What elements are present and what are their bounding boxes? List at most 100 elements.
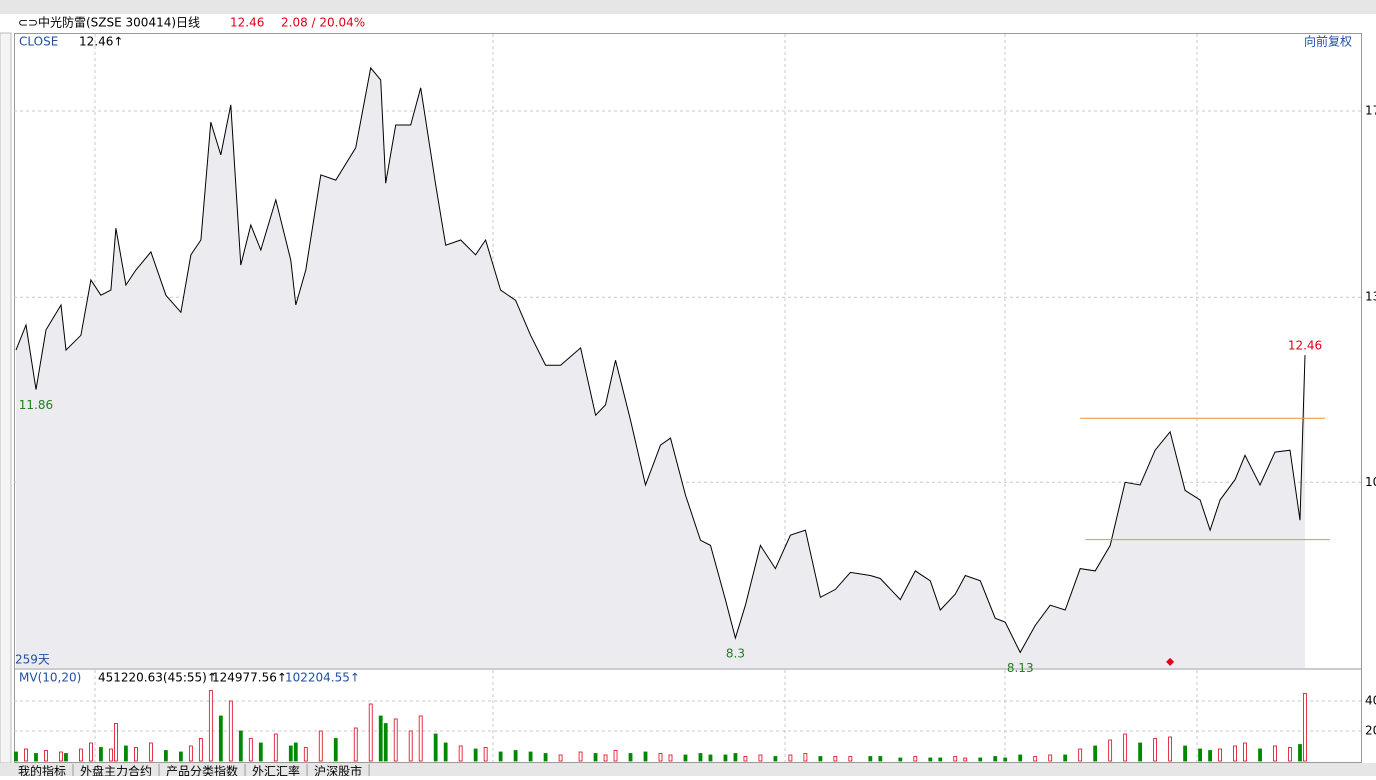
volume-bar: [498, 751, 503, 762]
volume-bar: [288, 745, 293, 762]
volume-bar: [963, 757, 968, 762]
stock-name[interactable]: 中光防雷(SZSE 300414): [38, 15, 176, 30]
volume-bar: [1208, 750, 1212, 762]
volume-bar: [743, 756, 748, 762]
volume-bar: [818, 756, 823, 762]
volume-bar: [543, 753, 548, 762]
volume-bar: [628, 753, 633, 762]
volume-tick-label: 40: [1365, 694, 1376, 708]
volume-bar: [208, 690, 213, 762]
volume-bar: [99, 747, 103, 762]
volume-bar: [44, 750, 48, 762]
volume-bar: [218, 715, 223, 762]
volume-bar: [124, 745, 128, 762]
volume-bar: [1033, 756, 1038, 762]
volume-bar: [1138, 742, 1143, 762]
change: 2.08 / 20.04%: [281, 16, 365, 30]
volume-bar: [658, 753, 663, 762]
volume-bar: [668, 754, 673, 762]
volume-bar: [89, 742, 93, 762]
volume-bar: [1303, 693, 1307, 762]
volume-bar: [333, 738, 338, 762]
volume-bar: [393, 718, 398, 762]
volume-bar: [1168, 736, 1173, 762]
volume-bar: [1288, 747, 1292, 762]
volume-bar: [293, 742, 298, 762]
top-toolbar: [0, 0, 1376, 14]
volume-indicator[interactable]: MV(10,20): [19, 671, 81, 685]
volume-bar: [1063, 754, 1068, 762]
bottom-tabs: [0, 763, 1376, 776]
volume-bar: [723, 754, 728, 762]
volume-bar: [198, 738, 203, 762]
current-value: 12.46↑: [79, 35, 123, 49]
volume-bar: [34, 753, 38, 762]
tab[interactable]: 产品分类指数: [166, 764, 238, 779]
chart-frame: [14, 33, 1362, 763]
y-tick-label: 13: [1365, 290, 1376, 304]
volume-bar: [178, 751, 183, 762]
volume-bar: [248, 738, 253, 762]
volume-bar: [64, 753, 68, 762]
signal-marker: [1166, 657, 1175, 666]
volume-bar: [1258, 748, 1262, 762]
volume-bar: [1273, 745, 1277, 762]
ma20-value: 102204.55↑: [285, 671, 360, 685]
volume-bar: [134, 747, 138, 762]
volume-bar: [24, 748, 28, 762]
y-tick-label: 17: [1365, 104, 1376, 118]
volume-bar: [868, 756, 873, 762]
day-count: 259天: [15, 653, 50, 667]
volume-bar: [418, 715, 423, 762]
volume-bar: [558, 754, 563, 762]
ma10-value: 124977.56↑: [212, 671, 287, 685]
price-area: [16, 67, 1305, 668]
volume-bar: [578, 751, 583, 762]
tab[interactable]: 沪深股市: [314, 764, 362, 779]
info-bar: [0, 14, 1376, 34]
tab[interactable]: 我的指标: [18, 764, 66, 779]
price-line: [15, 66, 1306, 654]
volume-bar: [513, 750, 518, 762]
extreme-label: 8.3: [726, 646, 745, 660]
volume-bar: [913, 756, 918, 762]
volume-bar: [938, 757, 943, 762]
volume-bar: [1018, 754, 1023, 762]
extreme-label: 8.13: [1007, 661, 1034, 675]
volume-bar: [14, 751, 18, 762]
volume-bar: [773, 756, 778, 762]
volume-bar: [473, 748, 478, 762]
volume-bar: [163, 750, 168, 762]
volume-bar: [273, 733, 278, 762]
volume-bar: [1108, 739, 1113, 762]
volume-bar: [643, 751, 648, 762]
volume-bar: [788, 754, 793, 762]
volume-bar: [993, 756, 998, 762]
volume-bar: [698, 753, 703, 762]
volume-bar: [1298, 744, 1302, 762]
side-tabs[interactable]: [0, 32, 12, 764]
volume-bar: [978, 757, 983, 762]
volume-bar: [483, 747, 488, 762]
tab[interactable]: 外盘主力合约: [80, 764, 152, 779]
volume-bar: [303, 747, 308, 762]
volume-bar: [458, 745, 463, 762]
volume-bar: [683, 754, 688, 762]
volume-bar: [1153, 738, 1158, 762]
volume-bar: [59, 751, 63, 762]
volume-bar: [383, 723, 388, 762]
volume-bar: [378, 715, 383, 762]
volume-bar: [898, 757, 903, 762]
tab[interactable]: 外汇汇率: [252, 764, 300, 779]
volume-tick-label: 20: [1365, 724, 1376, 738]
volume-bar: [1183, 745, 1187, 762]
volume-bar: [603, 754, 608, 762]
volume-bar: [238, 730, 243, 762]
volume-bar: [353, 727, 358, 762]
mv-value: 451220.63(45:55)↑: [98, 671, 217, 685]
adjust-mode[interactable]: 向前复权: [1304, 34, 1352, 49]
volume-bar: [114, 723, 118, 762]
field-selector[interactable]: CLOSE: [19, 35, 58, 49]
period[interactable]: 日线: [176, 16, 200, 30]
